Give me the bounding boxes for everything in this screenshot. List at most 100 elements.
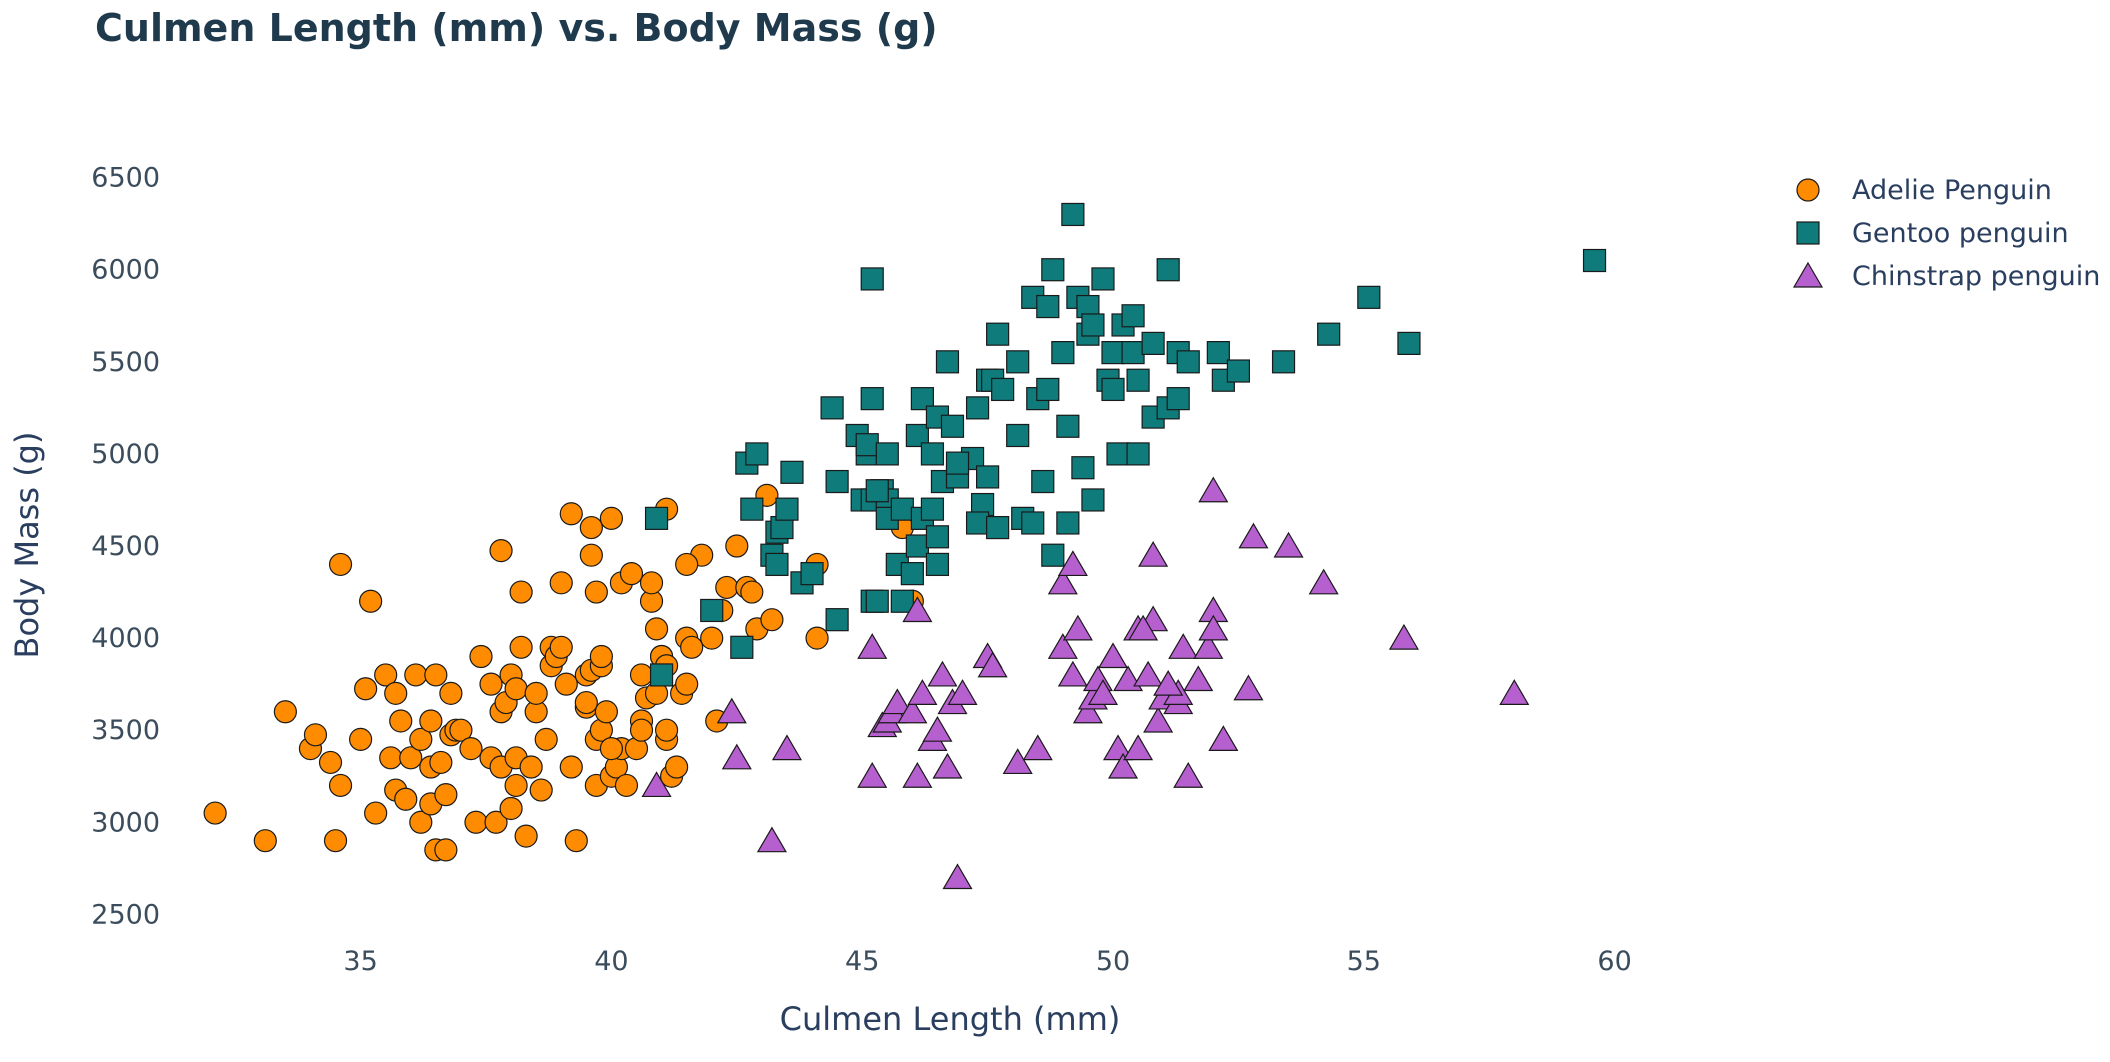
data-point (509, 580, 533, 604)
data-point (1087, 679, 1119, 705)
data-point (1499, 679, 1530, 705)
data-point (404, 663, 428, 687)
data-point (715, 575, 739, 600)
data-point (976, 465, 1000, 489)
data-point (775, 497, 799, 521)
legend-marker (1796, 221, 1820, 245)
data-point (857, 762, 888, 788)
data-point (800, 562, 824, 586)
data-point (1133, 660, 1164, 687)
data-point (489, 539, 513, 563)
data-point (760, 608, 784, 632)
data-point (1057, 550, 1088, 577)
data-point (303, 723, 328, 747)
data-point (922, 715, 953, 742)
data-point (509, 635, 533, 659)
data-point (1238, 522, 1269, 549)
y-tick-label: 3000 (91, 807, 160, 838)
data-point (855, 433, 879, 457)
data-point (1081, 488, 1105, 512)
x-tick-label: 45 (845, 946, 879, 977)
data-point (614, 773, 639, 798)
data-point (1183, 665, 1214, 692)
data-point (865, 589, 889, 613)
data-point (1097, 642, 1129, 669)
data-point (328, 773, 353, 798)
data-point (579, 515, 603, 540)
data-point (629, 718, 654, 742)
data-point (654, 718, 679, 742)
data-point (680, 635, 704, 659)
data-point (942, 863, 973, 890)
data-point (1198, 614, 1229, 641)
data-point (514, 824, 538, 848)
data-point (1126, 368, 1150, 392)
plot-area (203, 202, 1607, 890)
data-point (1002, 748, 1033, 775)
data-point (1173, 762, 1204, 788)
data-point (700, 598, 724, 623)
data-point (860, 387, 884, 411)
data-point (1128, 614, 1159, 641)
x-tick-label: 50 (1096, 946, 1130, 977)
data-point (907, 679, 938, 705)
data-point (986, 322, 1010, 346)
legend-marker (1792, 261, 1824, 288)
data-point (1006, 350, 1030, 374)
data-point (900, 562, 924, 586)
data-point (449, 718, 473, 742)
data-point (1166, 387, 1190, 411)
data-point (564, 829, 588, 853)
data-point (203, 801, 227, 825)
data-point (379, 746, 403, 770)
data-point (860, 267, 884, 291)
data-point (1091, 267, 1115, 291)
data-point (499, 796, 523, 821)
data-point (384, 681, 408, 705)
data-point (897, 697, 928, 724)
data-point (554, 672, 578, 696)
data-point (584, 580, 608, 604)
data-point (875, 442, 899, 466)
data-point (1051, 341, 1075, 365)
data-point (925, 552, 950, 577)
data-point (534, 727, 558, 751)
series-circle (203, 483, 924, 862)
data-point (599, 506, 624, 530)
data-point (434, 783, 458, 807)
data-point (825, 469, 849, 494)
data-point (716, 697, 747, 724)
data-point (825, 608, 849, 632)
data-point (1141, 331, 1165, 355)
data-point (1388, 623, 1419, 650)
data-point (644, 506, 669, 530)
y-tick-label: 2500 (91, 899, 160, 930)
data-point (1233, 674, 1264, 701)
data-point (927, 660, 958, 687)
data-point (549, 635, 573, 659)
data-point (504, 773, 528, 798)
data-point (725, 534, 749, 558)
data-point (1056, 511, 1080, 535)
data-point (700, 626, 724, 650)
data-point (639, 571, 664, 595)
data-point (1036, 377, 1060, 402)
data-point (1031, 469, 1055, 494)
x-axis-ticks: 35 40 45 50 55 60 (343, 946, 1631, 977)
x-axis-title: Culmen Length (mm) (780, 1000, 1121, 1038)
data-point (945, 451, 970, 475)
data-point (730, 635, 754, 659)
x-tick-label: 35 (343, 946, 377, 977)
x-tick-label: 55 (1347, 946, 1381, 977)
legend-label: Adelie Penguin (1852, 175, 2052, 206)
data-point (464, 810, 488, 834)
data-point (865, 479, 889, 503)
y-tick-label: 6500 (91, 163, 160, 194)
data-point (857, 633, 888, 659)
data-point (599, 737, 624, 761)
legend-label: Chinstrap penguin (1852, 261, 2100, 292)
data-point (1081, 313, 1105, 337)
data-point (1126, 442, 1150, 466)
x-tick-label: 60 (1597, 946, 1631, 977)
